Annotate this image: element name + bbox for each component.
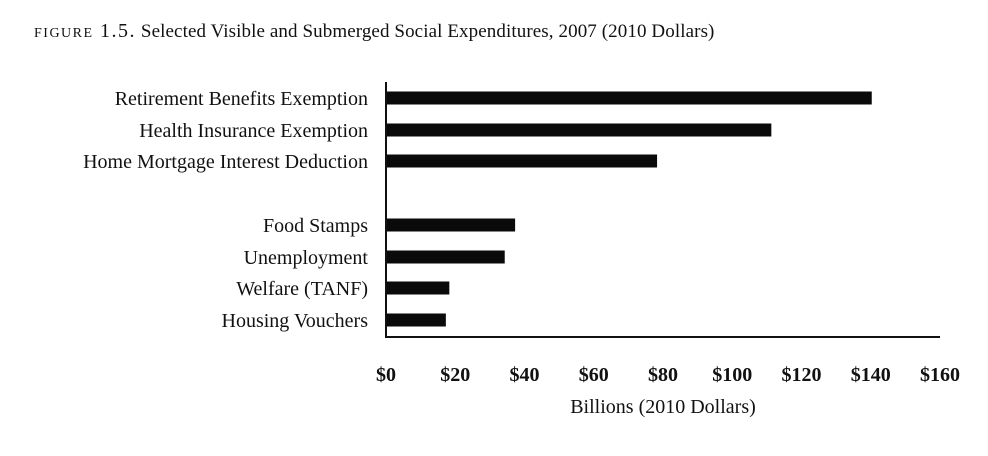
category-label: Housing Vouchers	[222, 310, 369, 332]
x-tick-label: $140	[851, 364, 891, 386]
bar-0	[387, 91, 872, 105]
category-label: Unemployment	[244, 247, 369, 269]
x-tick-label: $120	[782, 364, 822, 386]
caption-text: Selected Visible and Submerged Social Ex…	[140, 21, 715, 42]
figure-caption: figure 1.5. Selected Visible and Submerg…	[34, 20, 715, 43]
x-tick-label: $20	[440, 364, 470, 386]
category-label: Food Stamps	[263, 215, 368, 237]
bar-2	[387, 154, 658, 168]
bar-1	[387, 123, 772, 137]
x-axis-title: Billions (2010 Dollars)	[570, 396, 756, 418]
caption-label: figure 1.5.	[34, 20, 137, 42]
x-tick-label: $100	[712, 364, 752, 386]
category-label: Welfare (TANF)	[236, 278, 368, 300]
x-tick-label: $0	[376, 364, 396, 386]
bar-5	[387, 281, 450, 295]
x-tick-label: $160	[920, 364, 960, 386]
bar-3	[387, 218, 516, 232]
x-tick-label: $60	[579, 364, 609, 386]
bar-6	[387, 313, 446, 327]
x-tick-label: $80	[648, 364, 678, 386]
bar-4	[387, 250, 505, 264]
category-label: Home Mortgage Interest Deduction	[83, 151, 368, 173]
category-label: Health Insurance Exemption	[139, 120, 368, 142]
category-label: Retirement Benefits Exemption	[115, 88, 368, 110]
x-tick-label: $40	[510, 364, 540, 386]
